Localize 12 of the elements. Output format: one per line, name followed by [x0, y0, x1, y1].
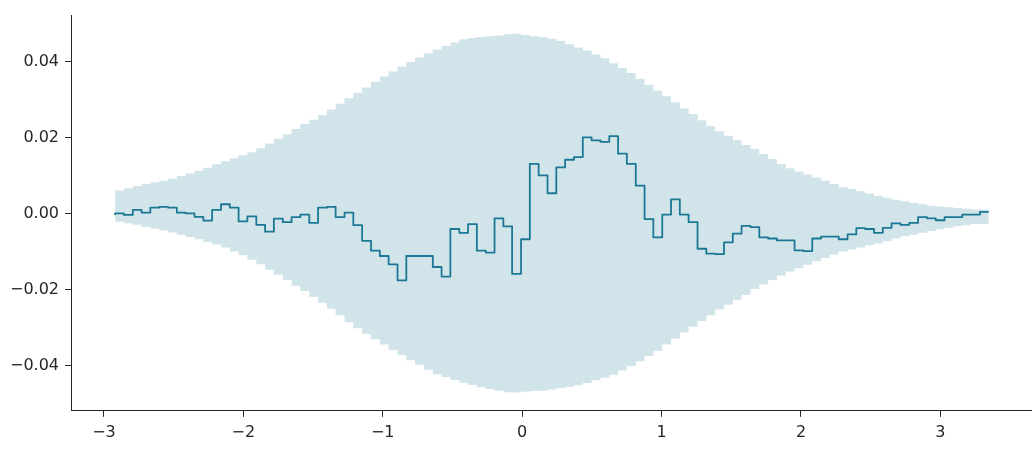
x-tick-label: −3: [92, 421, 116, 441]
x-tick-label: 0: [517, 421, 528, 441]
x-tick-label: −2: [231, 421, 256, 441]
y-tick-label: 0.00: [23, 202, 60, 222]
y-tick-label: 0.04: [23, 50, 60, 70]
x-tick-label: 1: [656, 421, 667, 441]
x-tick-label: 2: [795, 421, 807, 441]
x-tick-label: 3: [935, 421, 946, 441]
y-tick-label: 0.02: [23, 126, 60, 146]
y-tick-label: −0.02: [10, 279, 60, 298]
x-tick-label: −1: [370, 421, 395, 441]
y-tick-label: −0.04: [10, 355, 60, 375]
